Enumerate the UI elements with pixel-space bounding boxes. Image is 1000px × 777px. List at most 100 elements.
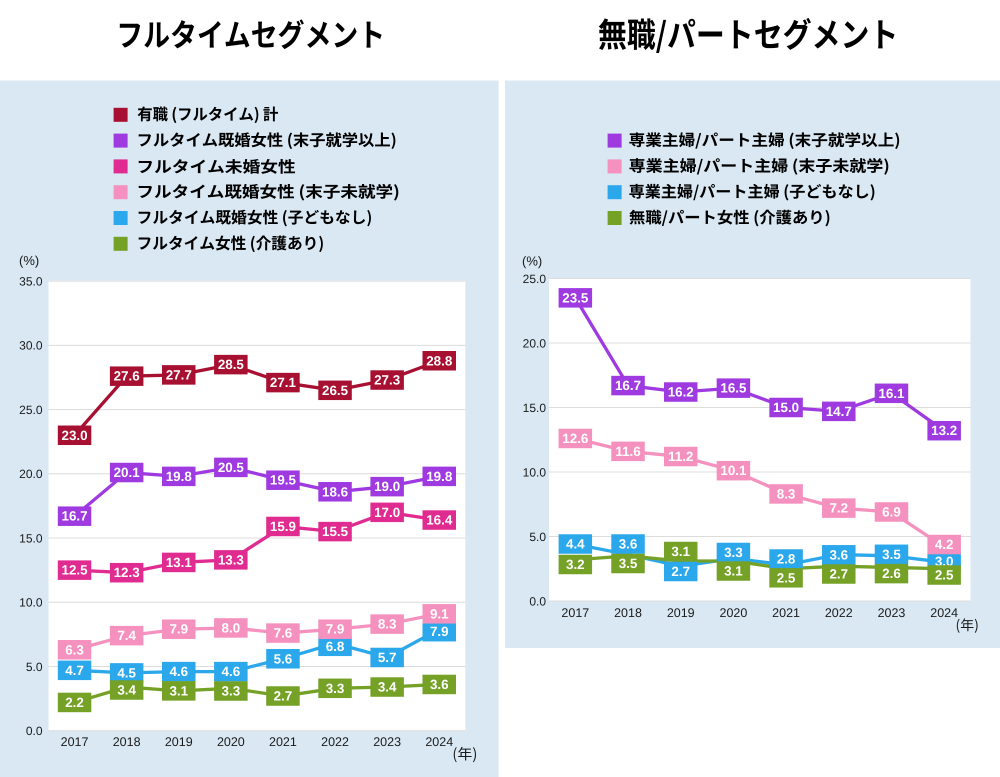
svg-text:2018: 2018 xyxy=(113,735,141,749)
svg-text:3.4: 3.4 xyxy=(378,680,397,695)
svg-text:0.0: 0.0 xyxy=(26,724,43,738)
svg-text:15.0: 15.0 xyxy=(523,401,547,415)
svg-text:3.1: 3.1 xyxy=(724,564,743,579)
svg-text:7.6: 7.6 xyxy=(274,626,293,641)
svg-text:2021: 2021 xyxy=(269,735,297,749)
svg-text:3.1: 3.1 xyxy=(671,544,690,559)
svg-text:20.1: 20.1 xyxy=(114,465,141,480)
svg-text:9.1: 9.1 xyxy=(430,606,449,621)
svg-text:8.3: 8.3 xyxy=(777,486,796,501)
svg-text:2022: 2022 xyxy=(321,735,349,749)
svg-text:14.7: 14.7 xyxy=(826,404,852,419)
svg-text:2.8: 2.8 xyxy=(777,552,796,567)
svg-text:3.3: 3.3 xyxy=(326,681,345,696)
svg-text:19.8: 19.8 xyxy=(426,469,453,484)
svg-text:16.5: 16.5 xyxy=(720,381,747,396)
svg-text:2.5: 2.5 xyxy=(777,570,796,585)
svg-text:3.3: 3.3 xyxy=(222,684,241,699)
svg-text:17.0: 17.0 xyxy=(374,505,400,520)
svg-text:19.5: 19.5 xyxy=(270,473,297,488)
svg-text:30.0: 30.0 xyxy=(19,339,43,353)
svg-text:2019: 2019 xyxy=(667,606,695,620)
svg-text:27.7: 27.7 xyxy=(166,367,192,382)
svg-text:3.1: 3.1 xyxy=(169,683,188,698)
svg-text:11.2: 11.2 xyxy=(668,449,693,464)
svg-text:25.0: 25.0 xyxy=(19,403,43,417)
svg-text:5.7: 5.7 xyxy=(378,650,397,665)
svg-text:2023: 2023 xyxy=(878,606,906,620)
svg-text:13.1: 13.1 xyxy=(166,555,193,570)
svg-text:4.6: 4.6 xyxy=(169,664,188,679)
svg-text:10.0: 10.0 xyxy=(19,596,43,610)
svg-text:3.6: 3.6 xyxy=(430,677,449,692)
svg-text:12.3: 12.3 xyxy=(114,565,140,580)
svg-text:2.7: 2.7 xyxy=(671,564,690,579)
svg-text:15.9: 15.9 xyxy=(270,519,296,534)
svg-text:2021: 2021 xyxy=(772,606,800,620)
svg-text:23.5: 23.5 xyxy=(562,290,589,305)
svg-text:5.0: 5.0 xyxy=(26,660,43,674)
svg-text:4.4: 4.4 xyxy=(566,537,585,552)
svg-text:20.0: 20.0 xyxy=(19,467,43,481)
svg-text:2.5: 2.5 xyxy=(935,568,954,583)
svg-text:5.0: 5.0 xyxy=(529,530,546,544)
svg-text:28.8: 28.8 xyxy=(426,353,453,368)
svg-text:5.6: 5.6 xyxy=(274,651,293,666)
svg-text:6.3: 6.3 xyxy=(65,642,84,657)
svg-text:27.1: 27.1 xyxy=(270,375,297,390)
svg-text:26.5: 26.5 xyxy=(322,383,349,398)
svg-text:3.6: 3.6 xyxy=(619,537,638,552)
svg-text:8.3: 8.3 xyxy=(378,617,397,632)
svg-text:7.9: 7.9 xyxy=(326,622,345,637)
svg-text:7.4: 7.4 xyxy=(117,628,136,643)
svg-text:3.2: 3.2 xyxy=(566,557,585,572)
svg-text:16.4: 16.4 xyxy=(426,513,453,528)
svg-text:2024: 2024 xyxy=(930,606,958,620)
svg-text:2024: 2024 xyxy=(425,735,453,749)
svg-text:(%): (%) xyxy=(19,253,39,268)
svg-text:16.1: 16.1 xyxy=(878,386,905,401)
svg-text:6.9: 6.9 xyxy=(882,504,901,519)
svg-text:3.6: 3.6 xyxy=(829,547,848,562)
svg-text:13.3: 13.3 xyxy=(218,552,244,567)
svg-text:7.2: 7.2 xyxy=(829,501,848,516)
svg-text:27.6: 27.6 xyxy=(114,369,140,384)
svg-text:2022: 2022 xyxy=(825,606,853,620)
svg-text:16.7: 16.7 xyxy=(615,378,641,393)
svg-text:20.5: 20.5 xyxy=(218,460,245,475)
svg-text:15.0: 15.0 xyxy=(773,400,799,415)
svg-text:2019: 2019 xyxy=(165,735,193,749)
svg-text:28.5: 28.5 xyxy=(218,357,245,372)
svg-text:23.0: 23.0 xyxy=(62,428,88,443)
svg-text:27.3: 27.3 xyxy=(374,373,400,388)
svg-text:2.6: 2.6 xyxy=(882,566,901,581)
svg-text:2.7: 2.7 xyxy=(829,567,848,582)
svg-text:2017: 2017 xyxy=(61,735,89,749)
svg-text:7.9: 7.9 xyxy=(169,622,188,637)
svg-text:2.7: 2.7 xyxy=(274,689,293,704)
svg-text:2.2: 2.2 xyxy=(65,695,84,710)
svg-text:4.5: 4.5 xyxy=(117,665,136,680)
svg-text:8.0: 8.0 xyxy=(222,620,241,635)
svg-text:19.0: 19.0 xyxy=(374,479,400,494)
svg-text:10.1: 10.1 xyxy=(720,463,747,478)
svg-text:4.7: 4.7 xyxy=(65,663,84,678)
svg-text:10.0: 10.0 xyxy=(523,465,547,479)
svg-text:15.5: 15.5 xyxy=(322,524,349,539)
svg-text:3.5: 3.5 xyxy=(619,556,638,571)
svg-text:6.8: 6.8 xyxy=(326,639,345,654)
svg-text:20.0: 20.0 xyxy=(523,336,547,350)
svg-text:2018: 2018 xyxy=(614,606,642,620)
svg-text:11.6: 11.6 xyxy=(615,444,640,459)
svg-text:2020: 2020 xyxy=(720,606,748,620)
svg-text:4.2: 4.2 xyxy=(935,537,954,552)
svg-text:2017: 2017 xyxy=(561,606,589,620)
svg-text:19.8: 19.8 xyxy=(166,469,193,484)
svg-text:35.0: 35.0 xyxy=(19,274,43,288)
svg-text:16.7: 16.7 xyxy=(62,509,88,524)
svg-text:12.6: 12.6 xyxy=(562,431,588,446)
svg-text:15.0: 15.0 xyxy=(19,531,43,545)
svg-text:3.3: 3.3 xyxy=(724,545,743,560)
svg-text:12.5: 12.5 xyxy=(62,563,89,578)
svg-text:(%): (%) xyxy=(522,254,542,269)
